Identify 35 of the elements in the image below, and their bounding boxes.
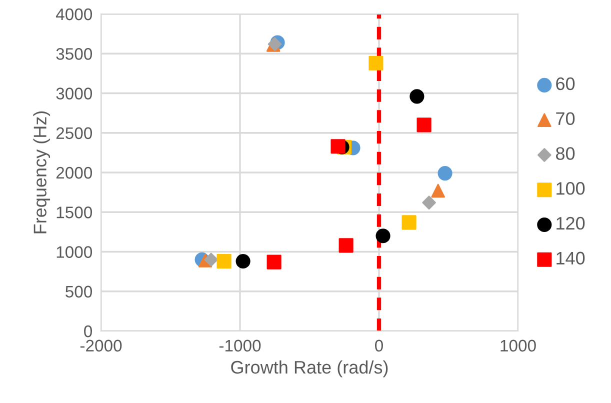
point	[236, 254, 250, 269]
point	[368, 56, 384, 70]
point	[204, 252, 218, 267]
legend-label: 70	[556, 112, 575, 126]
point	[416, 118, 432, 132]
y-axis-title: Frequency (Hz)	[33, 111, 50, 234]
x-axis-title: Growth Rate (rad/s)	[231, 360, 388, 378]
point	[438, 166, 452, 181]
point	[422, 196, 436, 210]
legend-label: 60	[556, 77, 575, 90]
x-tick-label: 1000	[500, 340, 536, 352]
legend-label: 120	[556, 216, 585, 230]
legend-label: 100	[556, 182, 585, 195]
x-tick-label: -1000	[219, 340, 261, 352]
y-tick-label: 0	[84, 325, 92, 338]
x-tick-label: 0	[375, 340, 383, 352]
y-tick-label: 2000	[56, 166, 92, 179]
x-tick-label: -2000	[80, 340, 122, 352]
y-tick-label: 2500	[56, 127, 92, 140]
point	[376, 228, 390, 244]
y-tick-label: 1000	[56, 246, 92, 258]
legend-label: 140	[556, 252, 585, 265]
y-tick-label: 1500	[56, 206, 92, 218]
y-tick-label: 500	[66, 286, 92, 298]
point	[330, 139, 346, 154]
y-tick-label: 4000	[56, 8, 92, 20]
point	[402, 215, 416, 230]
point	[266, 254, 282, 270]
y-tick-label: 3000	[56, 88, 92, 100]
point	[431, 184, 445, 198]
point	[216, 254, 232, 269]
point	[410, 89, 424, 104]
y-tick-label: 3500	[56, 48, 92, 60]
point	[338, 238, 354, 253]
legend-label: 80	[556, 147, 575, 160]
